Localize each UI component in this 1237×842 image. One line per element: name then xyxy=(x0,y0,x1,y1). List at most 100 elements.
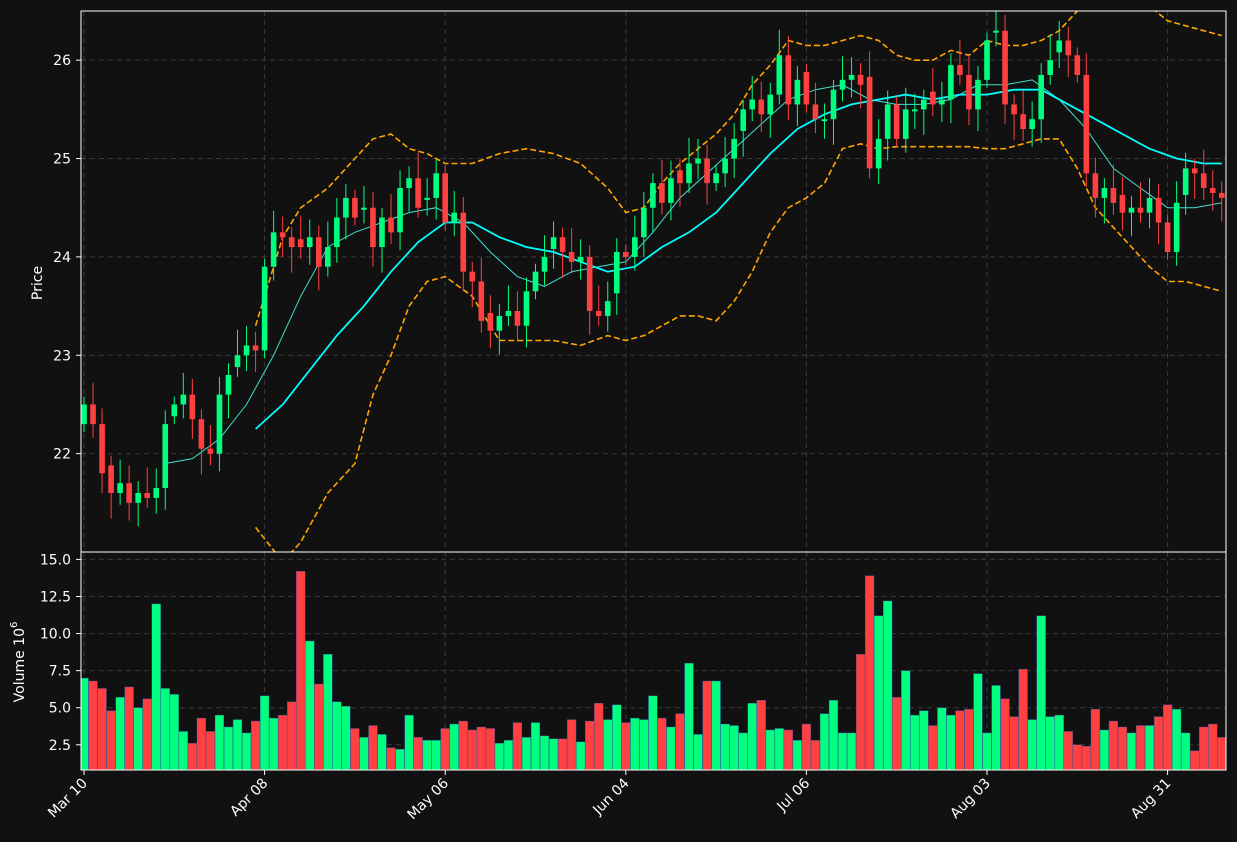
volume-bar xyxy=(1144,725,1155,770)
candle-body xyxy=(911,109,918,112)
volume-bar xyxy=(837,732,848,770)
candle-body xyxy=(171,404,178,417)
volume-grid xyxy=(81,552,1226,770)
volume-bar xyxy=(991,685,1001,770)
volume-bar xyxy=(792,740,802,770)
volume-bar xyxy=(883,600,893,770)
candle-body xyxy=(577,256,584,262)
candle xyxy=(641,191,647,257)
candle-body xyxy=(866,76,873,169)
candle xyxy=(577,239,584,280)
candle-body xyxy=(993,30,999,33)
candle xyxy=(1056,20,1063,69)
candle-body xyxy=(460,212,467,272)
candle xyxy=(930,68,936,117)
candle-body xyxy=(180,394,187,405)
candle-body xyxy=(1092,173,1099,198)
candle xyxy=(198,409,205,475)
candle-body xyxy=(686,163,692,184)
candle-body xyxy=(198,419,205,449)
candle xyxy=(279,216,286,257)
volume-bar xyxy=(124,686,134,770)
candle xyxy=(1011,94,1017,140)
candle-body xyxy=(659,183,665,203)
volume-bar xyxy=(765,729,775,770)
candle-body xyxy=(920,99,927,110)
candle xyxy=(81,396,87,432)
candle xyxy=(668,160,674,221)
candle xyxy=(613,238,620,315)
candle-body xyxy=(939,99,945,105)
candle xyxy=(568,228,575,274)
candle xyxy=(460,196,467,292)
candle-body xyxy=(1056,40,1063,53)
candle xyxy=(1182,152,1189,215)
price-axis-label: Price xyxy=(30,266,46,300)
candle-body xyxy=(1002,30,1008,105)
volume-bar xyxy=(250,720,261,770)
volume-axis-exponent: 6 xyxy=(9,622,20,628)
candle-body xyxy=(1083,74,1090,174)
candle xyxy=(695,138,701,180)
candle xyxy=(433,159,439,220)
volume-bar xyxy=(332,701,342,770)
candle-body xyxy=(135,492,141,503)
candle-body xyxy=(623,251,629,257)
candle-body xyxy=(1119,194,1126,213)
volume-bar xyxy=(810,740,821,770)
candle-body xyxy=(478,281,485,321)
price-y-tick-label: 25 xyxy=(53,152,71,168)
candle-body xyxy=(1137,207,1144,213)
volume-bar xyxy=(693,734,703,770)
candle xyxy=(361,186,367,224)
candle-body xyxy=(975,79,981,110)
candle xyxy=(297,215,304,259)
candle-body xyxy=(1173,202,1180,252)
candle xyxy=(821,103,828,139)
candle-body xyxy=(713,173,719,184)
candle xyxy=(966,55,972,126)
candle xyxy=(225,363,232,419)
volume-bar xyxy=(1172,708,1182,770)
volume-bar xyxy=(801,723,812,770)
candle-body xyxy=(1074,55,1081,75)
candle xyxy=(1038,63,1044,143)
candle xyxy=(216,376,223,472)
volume-bar xyxy=(1090,708,1100,770)
price-y-tick-label: 24 xyxy=(53,250,71,266)
candle xyxy=(90,382,96,438)
volume-bar xyxy=(440,728,450,770)
volume-bar xyxy=(341,706,351,770)
candle xyxy=(767,82,774,138)
candle-body xyxy=(767,94,774,115)
candle-body xyxy=(370,207,376,248)
candle xyxy=(1137,182,1144,223)
candle xyxy=(785,35,792,121)
candle-body xyxy=(677,170,683,184)
candle xyxy=(514,291,521,342)
candle xyxy=(1146,178,1153,229)
candle-body xyxy=(722,158,728,174)
candle-body xyxy=(731,138,737,159)
candle xyxy=(108,455,114,519)
candle xyxy=(478,257,485,333)
candle-body xyxy=(1182,168,1189,195)
candle xyxy=(99,408,105,493)
volume-bar xyxy=(503,740,514,770)
candle xyxy=(388,193,394,245)
volume-bar xyxy=(1063,731,1073,770)
volume-bar xyxy=(1009,716,1019,770)
candle-body xyxy=(343,197,349,218)
volume-bar xyxy=(1108,720,1119,770)
candle-body xyxy=(966,74,972,110)
candle xyxy=(758,81,765,132)
volume-bar xyxy=(946,714,956,770)
candle xyxy=(288,227,295,273)
volume-bar xyxy=(142,698,152,770)
candle-body xyxy=(848,74,855,80)
candle xyxy=(189,378,196,439)
volume-y-tick-label: 12.5 xyxy=(40,589,71,605)
volume-bar xyxy=(666,726,676,770)
candle xyxy=(343,184,349,240)
